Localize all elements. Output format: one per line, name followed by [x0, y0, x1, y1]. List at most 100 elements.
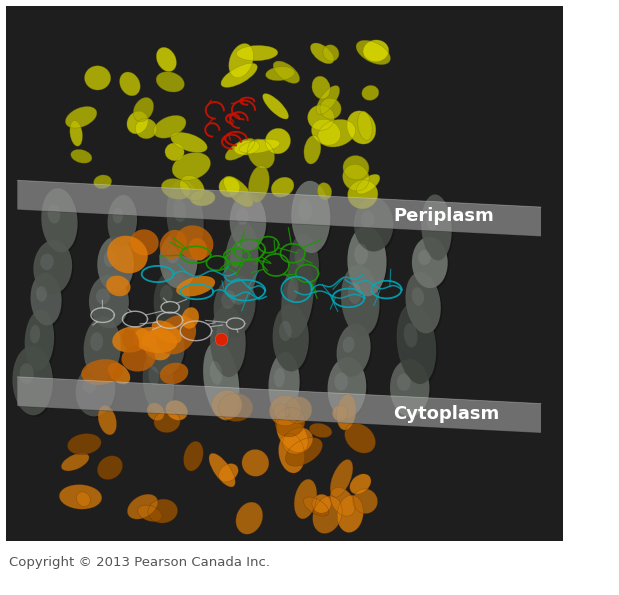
Ellipse shape: [334, 372, 348, 391]
Ellipse shape: [412, 237, 448, 288]
Ellipse shape: [165, 143, 184, 161]
Ellipse shape: [248, 165, 269, 202]
Ellipse shape: [236, 502, 262, 534]
Ellipse shape: [354, 243, 368, 265]
Ellipse shape: [149, 367, 159, 386]
Ellipse shape: [106, 275, 131, 296]
Ellipse shape: [176, 276, 215, 296]
Ellipse shape: [96, 289, 110, 305]
Ellipse shape: [41, 188, 77, 252]
Ellipse shape: [293, 183, 332, 255]
Ellipse shape: [128, 494, 158, 519]
Ellipse shape: [190, 190, 215, 206]
Ellipse shape: [423, 196, 453, 262]
Ellipse shape: [361, 211, 374, 227]
Ellipse shape: [337, 323, 371, 377]
Ellipse shape: [108, 195, 137, 247]
Ellipse shape: [99, 238, 136, 294]
Ellipse shape: [341, 265, 379, 336]
Ellipse shape: [161, 234, 199, 290]
Ellipse shape: [242, 449, 269, 477]
Ellipse shape: [277, 416, 308, 453]
Ellipse shape: [289, 234, 319, 293]
Ellipse shape: [316, 86, 340, 114]
Ellipse shape: [205, 343, 241, 422]
Ellipse shape: [32, 274, 63, 327]
Ellipse shape: [269, 395, 301, 426]
Ellipse shape: [279, 321, 292, 341]
Ellipse shape: [343, 267, 381, 337]
Ellipse shape: [283, 428, 313, 454]
Ellipse shape: [70, 121, 82, 146]
Ellipse shape: [266, 67, 295, 81]
Ellipse shape: [133, 327, 177, 353]
Ellipse shape: [295, 249, 305, 267]
Ellipse shape: [272, 304, 309, 371]
Ellipse shape: [154, 411, 180, 433]
Ellipse shape: [397, 374, 411, 391]
Ellipse shape: [404, 323, 417, 347]
Ellipse shape: [236, 45, 278, 61]
Ellipse shape: [160, 285, 173, 303]
Ellipse shape: [109, 196, 139, 249]
Ellipse shape: [292, 181, 331, 253]
Ellipse shape: [35, 242, 74, 296]
Ellipse shape: [160, 233, 197, 289]
Ellipse shape: [122, 329, 139, 352]
Ellipse shape: [81, 359, 123, 385]
Ellipse shape: [323, 45, 339, 61]
Ellipse shape: [399, 305, 438, 386]
Polygon shape: [17, 377, 541, 433]
Ellipse shape: [311, 119, 340, 145]
Ellipse shape: [337, 394, 356, 430]
Ellipse shape: [77, 492, 90, 507]
Ellipse shape: [329, 359, 368, 420]
Text: Cytoplasm: Cytoplasm: [393, 405, 500, 423]
Ellipse shape: [358, 111, 372, 140]
Ellipse shape: [142, 330, 171, 361]
Ellipse shape: [130, 230, 158, 255]
Ellipse shape: [157, 48, 176, 71]
Ellipse shape: [224, 222, 259, 305]
Ellipse shape: [357, 174, 380, 194]
Ellipse shape: [225, 138, 254, 160]
Ellipse shape: [183, 441, 203, 471]
Ellipse shape: [234, 140, 259, 155]
Ellipse shape: [392, 361, 431, 418]
Ellipse shape: [320, 98, 341, 119]
Ellipse shape: [71, 149, 92, 163]
Ellipse shape: [347, 226, 386, 296]
Ellipse shape: [281, 257, 314, 339]
Ellipse shape: [27, 311, 56, 372]
Ellipse shape: [133, 98, 154, 121]
Ellipse shape: [390, 359, 430, 417]
Ellipse shape: [350, 474, 371, 494]
Ellipse shape: [345, 423, 376, 453]
Ellipse shape: [173, 199, 186, 222]
Ellipse shape: [407, 274, 443, 335]
Ellipse shape: [176, 226, 214, 260]
Ellipse shape: [274, 368, 285, 387]
Ellipse shape: [262, 93, 288, 119]
Ellipse shape: [90, 332, 103, 351]
Ellipse shape: [172, 152, 210, 180]
Text: Periplasm: Periplasm: [393, 208, 494, 226]
Ellipse shape: [156, 72, 184, 92]
Ellipse shape: [210, 361, 222, 385]
Ellipse shape: [349, 227, 388, 298]
Ellipse shape: [217, 323, 229, 345]
Ellipse shape: [14, 347, 54, 417]
Ellipse shape: [221, 290, 236, 309]
Ellipse shape: [167, 179, 204, 257]
Ellipse shape: [98, 405, 116, 435]
Ellipse shape: [304, 136, 321, 164]
Ellipse shape: [212, 390, 242, 419]
Ellipse shape: [30, 325, 40, 343]
Ellipse shape: [97, 236, 134, 292]
Ellipse shape: [356, 40, 391, 65]
Ellipse shape: [85, 66, 111, 90]
Ellipse shape: [152, 320, 182, 343]
Ellipse shape: [426, 211, 437, 231]
Ellipse shape: [89, 275, 129, 328]
Ellipse shape: [154, 115, 186, 138]
